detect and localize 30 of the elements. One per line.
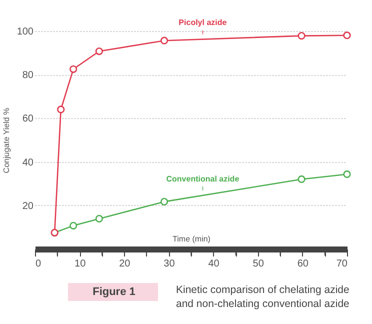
point bbox=[95, 47, 103, 56]
x-tick-label: 30 bbox=[164, 258, 176, 270]
point bbox=[343, 170, 351, 178]
x-tick-label: 20 bbox=[119, 258, 131, 270]
point bbox=[298, 175, 306, 184]
y-tick-label: 60 bbox=[22, 114, 34, 125]
point bbox=[298, 32, 306, 40]
series-label: Picolyl azide bbox=[178, 18, 228, 28]
x-tick-label: 0 bbox=[36, 258, 42, 270]
x-tick-label: 10 bbox=[74, 258, 86, 270]
caption: Figure 1 bbox=[68, 283, 158, 301]
y-tick-label: 40 bbox=[22, 157, 34, 168]
point bbox=[57, 106, 65, 114]
x-axis-title: Time (min) bbox=[172, 234, 211, 244]
point bbox=[160, 36, 168, 44]
y-tick-label: 100 bbox=[16, 26, 34, 38]
point bbox=[70, 222, 78, 230]
y-tick-label: 20 bbox=[22, 200, 34, 212]
x-tick-label: 60 bbox=[297, 258, 309, 270]
x-tick-label: 70 bbox=[336, 258, 348, 270]
text: Kinetic comparison of chelating azide and non-chelating conventional azide bbox=[176, 283, 350, 311]
point bbox=[70, 65, 78, 73]
point bbox=[160, 198, 168, 206]
point bbox=[343, 32, 351, 40]
x-tick-label: 50 bbox=[252, 258, 264, 270]
y-tick-label: 80 bbox=[22, 70, 34, 82]
series-label: Conventional azide bbox=[166, 174, 240, 184]
y-axis-title: Conjugate Yield % bbox=[2, 108, 11, 174]
point bbox=[95, 214, 103, 223]
x-tick-label: 40 bbox=[208, 258, 220, 270]
